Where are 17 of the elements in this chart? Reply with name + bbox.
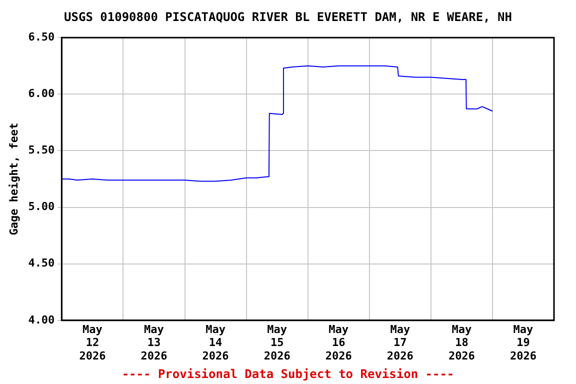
x-tick-label: May 19 2026	[510, 322, 537, 362]
y-axis-title: Gage height, feet	[7, 122, 20, 236]
y-tick-label: 5.00	[28, 200, 55, 214]
y-tick-label: 4.50	[28, 256, 55, 270]
x-tick-label: May 16 2026	[325, 322, 352, 362]
x-tick-label: May 15 2026	[264, 322, 291, 362]
y-tick-label: 6.00	[28, 87, 55, 100]
x-tick-label: May 18 2026	[448, 322, 476, 362]
x-tick-label: May 17 2026	[386, 322, 414, 362]
x-tick-label: May 13 2026	[140, 322, 168, 362]
x-tick-label: May 12 2026	[79, 322, 106, 362]
y-tick-label: 5.50	[28, 144, 55, 157]
x-tick-label: May 14 2026	[202, 322, 230, 362]
y-tick-label: 4.00	[28, 313, 55, 326]
y-tick-label: 6.50	[28, 30, 55, 44]
text: ---- Provisional Data Subject to Revision ----	[120, 367, 456, 381]
chart-title: USGS 01090800 PISCATAQUOG RIVER BL EVERETT DAM, NR E WEARE, NH	[63, 10, 513, 24]
